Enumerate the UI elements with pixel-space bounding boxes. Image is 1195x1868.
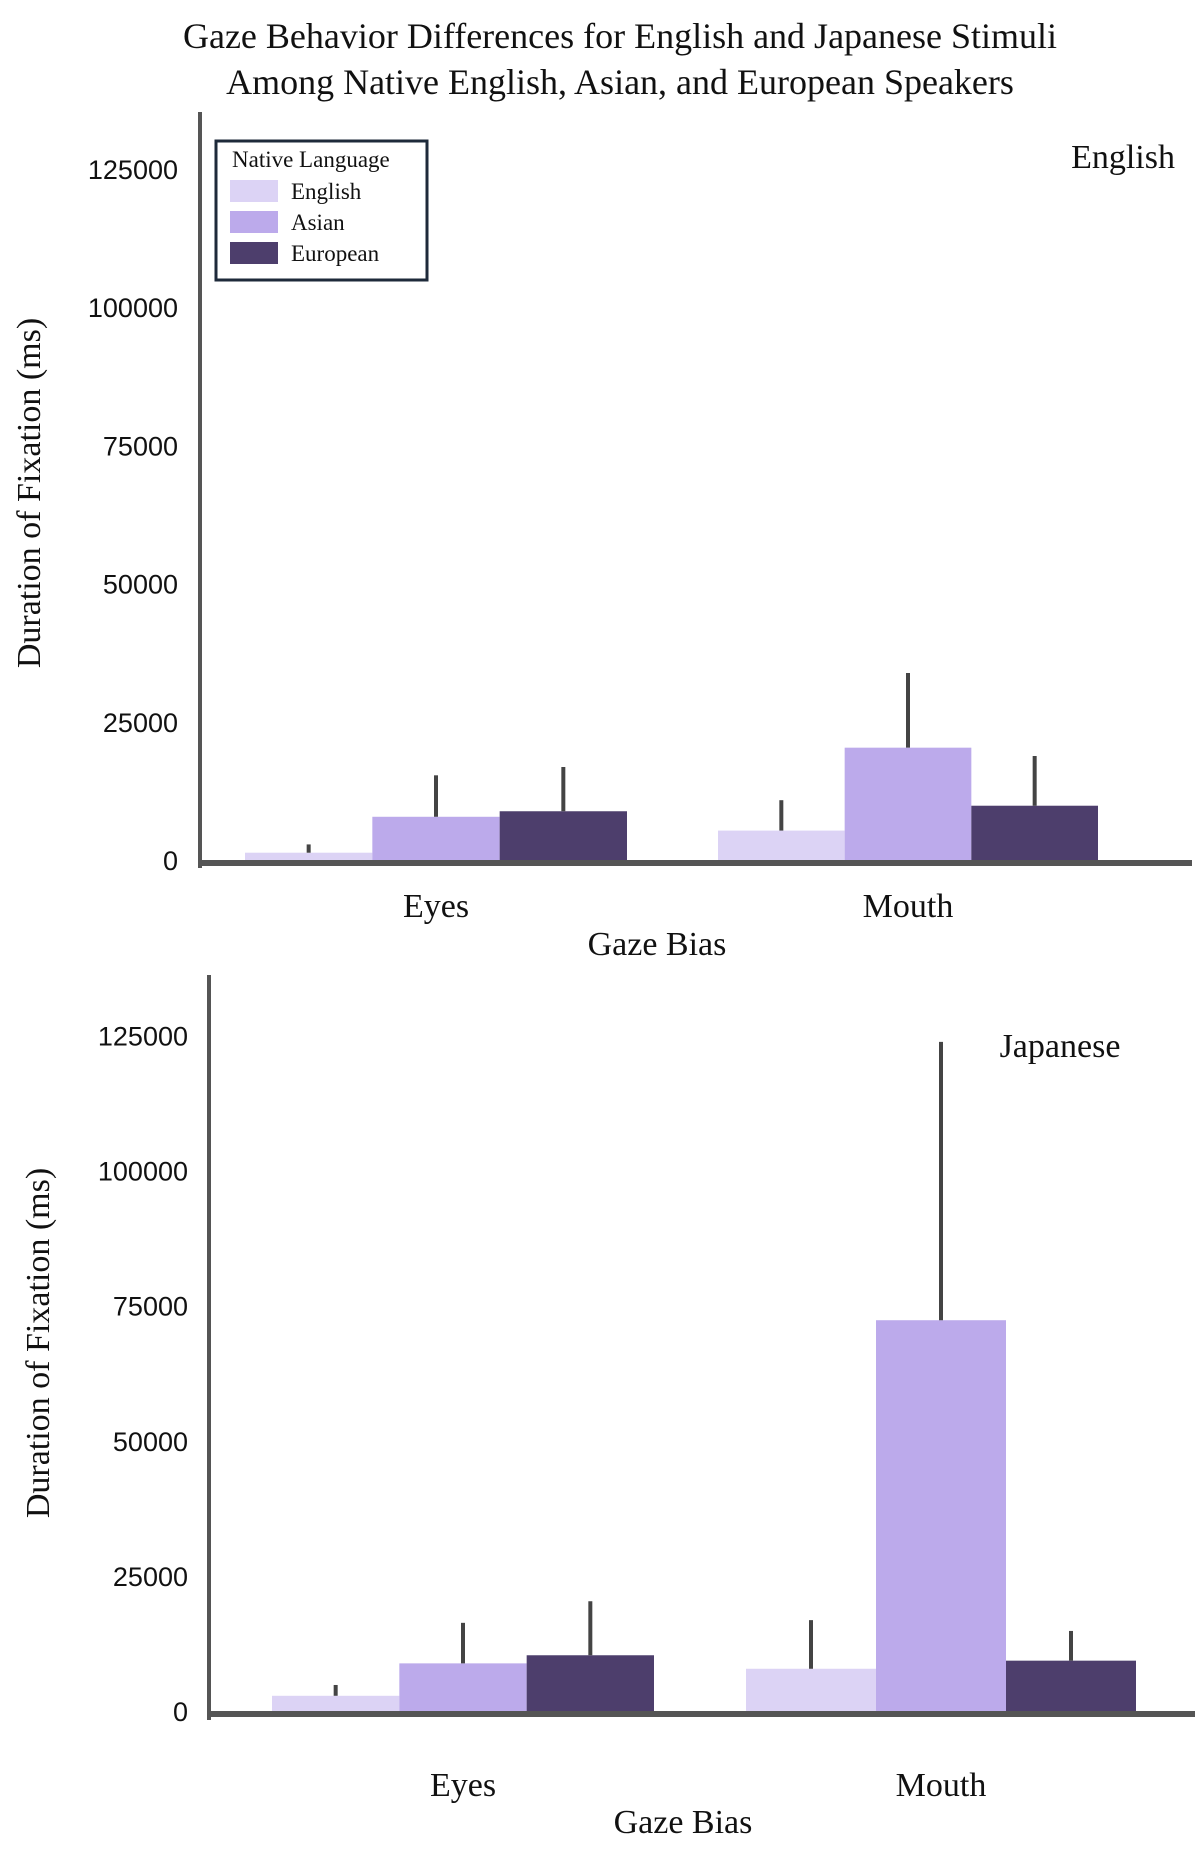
x-tick-label: Mouth (863, 888, 954, 925)
legend-swatch-european (230, 242, 278, 264)
legend-swatch-english (230, 180, 278, 202)
y-tick-label: 125000 (88, 155, 178, 185)
figure-title-line-1: Gaze Behavior Differences for English an… (183, 16, 1057, 56)
y-axis-label: Duration of Fixation (ms) (20, 1168, 57, 1518)
japanese-stimuli-panel: 0 25000 50000 75000 100000 125000 Duration of … (20, 975, 1195, 1841)
bar-european-mouth (1006, 1660, 1136, 1712)
legend-label-european: European (291, 241, 380, 266)
panel-label: English (1071, 139, 1175, 176)
bar-european-eyes (499, 811, 627, 861)
english-stimuli-panel: 0 25000 50000 75000 100000 125000 Duration of … (11, 112, 1192, 963)
y-tick-label: 0 (173, 1697, 188, 1727)
x-axis-label: Gaze Bias (588, 926, 727, 963)
bar-asian-eyes (372, 816, 500, 861)
x-axis-label: Gaze Bias (614, 1804, 753, 1841)
x-tick-label: Mouth (896, 1767, 987, 1804)
y-tick-label: 125000 (98, 1022, 188, 1052)
y-tick-label: 50000 (113, 1427, 188, 1457)
y-tick-label: 75000 (103, 431, 178, 461)
bar-asian-mouth (844, 747, 972, 861)
y-tick-label: 75000 (113, 1292, 188, 1322)
figure-title-line-2: Among Native English, Asian, and Europea… (226, 62, 1014, 102)
y-tick-label: 100000 (88, 293, 178, 323)
y-tick-label: 25000 (103, 708, 178, 738)
bar-english-mouth (746, 1668, 876, 1712)
legend-label-asian: Asian (291, 210, 345, 235)
y-tick-label: 0 (163, 846, 178, 876)
legend: Native Language English Asian European (214, 139, 429, 282)
bar-english-eyes (272, 1695, 400, 1712)
legend-label-english: English (291, 179, 362, 204)
bar-english-eyes (245, 852, 373, 861)
legend-swatch-asian (230, 211, 278, 233)
panel-label: Japanese (1000, 1028, 1121, 1065)
y-tick-label: 50000 (103, 570, 178, 600)
legend-title: Native Language (232, 147, 390, 172)
bar-asian-mouth (876, 1320, 1006, 1712)
x-tick-label: Eyes (403, 888, 469, 925)
y-tick-label: 100000 (98, 1157, 188, 1187)
bar-asian-eyes (399, 1663, 527, 1712)
bar-european-mouth (971, 805, 1098, 861)
y-axis-label: Duration of Fixation (ms) (11, 318, 48, 668)
bar-english-mouth (718, 830, 845, 861)
y-tick-label: 25000 (113, 1562, 188, 1592)
bar-european-eyes (526, 1655, 654, 1712)
x-tick-label: Eyes (430, 1767, 496, 1804)
